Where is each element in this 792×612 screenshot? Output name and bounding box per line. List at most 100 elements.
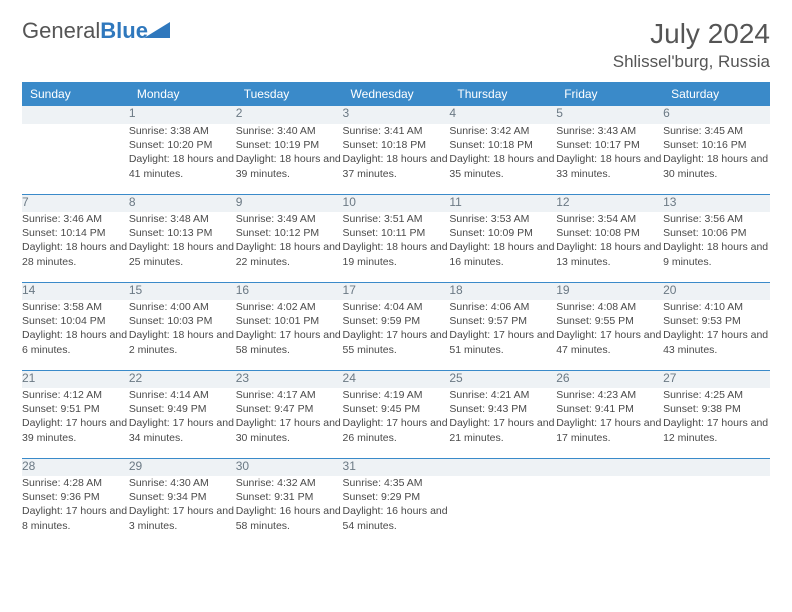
sunset-text: Sunset: 9:49 PM bbox=[129, 402, 236, 416]
day-data-cell: Sunrise: 3:42 AMSunset: 10:18 PMDaylight… bbox=[449, 124, 556, 194]
day-number-cell: 19 bbox=[556, 282, 663, 300]
sunset-text: Sunset: 10:12 PM bbox=[236, 226, 343, 240]
day-number-cell: 9 bbox=[236, 194, 343, 212]
sunrise-text: Sunrise: 4:30 AM bbox=[129, 476, 236, 490]
day-data-cell: Sunrise: 3:38 AMSunset: 10:20 PMDaylight… bbox=[129, 124, 236, 194]
day-number-cell bbox=[556, 458, 663, 476]
sunrise-text: Sunrise: 4:25 AM bbox=[663, 388, 770, 402]
day-data-cell: Sunrise: 3:54 AMSunset: 10:08 PMDaylight… bbox=[556, 212, 663, 282]
sunrise-text: Sunrise: 3:42 AM bbox=[449, 124, 556, 138]
day-number-cell bbox=[663, 458, 770, 476]
day-number-cell: 3 bbox=[343, 106, 450, 124]
sunset-text: Sunset: 9:41 PM bbox=[556, 402, 663, 416]
sunrise-text: Sunrise: 4:28 AM bbox=[22, 476, 129, 490]
sunrise-text: Sunrise: 3:51 AM bbox=[343, 212, 450, 226]
day-data-cell: Sunrise: 4:06 AMSunset: 9:57 PMDaylight:… bbox=[449, 300, 556, 370]
sunrise-text: Sunrise: 3:38 AM bbox=[129, 124, 236, 138]
sunset-text: Sunset: 10:04 PM bbox=[22, 314, 129, 328]
sunset-text: Sunset: 9:59 PM bbox=[343, 314, 450, 328]
day-data-cell: Sunrise: 4:04 AMSunset: 9:59 PMDaylight:… bbox=[343, 300, 450, 370]
day-number-row: 21222324252627 bbox=[22, 370, 770, 388]
day-number-cell: 6 bbox=[663, 106, 770, 124]
day-header: Sunday bbox=[22, 82, 129, 106]
day-data-row: Sunrise: 3:46 AMSunset: 10:14 PMDaylight… bbox=[22, 212, 770, 282]
sunset-text: Sunset: 10:18 PM bbox=[343, 138, 450, 152]
daylight-text: Daylight: 16 hours and 58 minutes. bbox=[236, 504, 343, 532]
day-data-cell bbox=[449, 476, 556, 546]
sunrise-text: Sunrise: 3:53 AM bbox=[449, 212, 556, 226]
sunset-text: Sunset: 10:19 PM bbox=[236, 138, 343, 152]
sunset-text: Sunset: 9:34 PM bbox=[129, 490, 236, 504]
day-data-row: Sunrise: 3:58 AMSunset: 10:04 PM Daylight… bbox=[22, 300, 770, 370]
logo-word2: Blue bbox=[100, 18, 148, 43]
day-number-cell: 21 bbox=[22, 370, 129, 388]
sunrise-text: Sunrise: 3:48 AM bbox=[129, 212, 236, 226]
day-data-cell bbox=[663, 476, 770, 546]
day-number-cell: 15 bbox=[129, 282, 236, 300]
daylight-text: Daylight: 18 hours and 30 minutes. bbox=[663, 152, 770, 180]
day-number-cell: 17 bbox=[343, 282, 450, 300]
day-number-cell: 5 bbox=[556, 106, 663, 124]
daylight-text: Daylight: 16 hours and 54 minutes. bbox=[343, 504, 450, 532]
day-number-cell: 24 bbox=[343, 370, 450, 388]
day-data-row: Sunrise: 4:12 AMSunset: 9:51 PMDaylight:… bbox=[22, 388, 770, 458]
day-data-cell: Sunrise: 4:19 AMSunset: 9:45 PMDaylight:… bbox=[343, 388, 450, 458]
day-data-cell: Sunrise: 3:51 AMSunset: 10:11 PMDaylight… bbox=[343, 212, 450, 282]
day-data-cell: Sunrise: 4:28 AMSunset: 9:36 PMDaylight:… bbox=[22, 476, 129, 546]
day-number-cell: 8 bbox=[129, 194, 236, 212]
day-number-cell: 11 bbox=[449, 194, 556, 212]
sunrise-text: Sunrise: 4:02 AM bbox=[236, 300, 343, 314]
calendar-body: 123456Sunrise: 3:38 AMSunset: 10:20 PMDa… bbox=[22, 106, 770, 546]
day-number-cell: 31 bbox=[343, 458, 450, 476]
day-data-row: Sunrise: 4:28 AMSunset: 9:36 PMDaylight:… bbox=[22, 476, 770, 546]
day-data-cell: Sunrise: 4:32 AMSunset: 9:31 PMDaylight:… bbox=[236, 476, 343, 546]
daylight-text: Daylight: 18 hours and 9 minutes. bbox=[663, 240, 770, 268]
day-number-cell: 2 bbox=[236, 106, 343, 124]
sunrise-text: Sunrise: 4:19 AM bbox=[343, 388, 450, 402]
sunset-text: Sunset: 10:18 PM bbox=[449, 138, 556, 152]
sunset-text: Sunset: 9:43 PM bbox=[449, 402, 556, 416]
day-data-cell: Sunrise: 3:45 AMSunset: 10:16 PMDaylight… bbox=[663, 124, 770, 194]
day-data-cell: Sunrise: 3:49 AMSunset: 10:12 PMDaylight… bbox=[236, 212, 343, 282]
sunset-text: Sunset: 10:06 PM bbox=[663, 226, 770, 240]
sunset-text: Sunset: 9:57 PM bbox=[449, 314, 556, 328]
day-number-cell: 13 bbox=[663, 194, 770, 212]
day-number-row: 123456 bbox=[22, 106, 770, 124]
sunrise-text: Sunrise: 4:21 AM bbox=[449, 388, 556, 402]
daylight-text: Daylight: 18 hours and 19 minutes. bbox=[343, 240, 450, 268]
day-number-cell: 14 bbox=[22, 282, 129, 300]
daylight-text: Daylight: 17 hours and 26 minutes. bbox=[343, 416, 450, 444]
day-data-cell: Sunrise: 3:48 AMSunset: 10:13 PMDaylight… bbox=[129, 212, 236, 282]
day-data-cell: Sunrise: 4:14 AMSunset: 9:49 PMDaylight:… bbox=[129, 388, 236, 458]
day-number-cell: 1 bbox=[129, 106, 236, 124]
day-number-cell: 25 bbox=[449, 370, 556, 388]
sunrise-text: Sunrise: 4:17 AM bbox=[236, 388, 343, 402]
day-header: Wednesday bbox=[343, 82, 450, 106]
sunrise-text: Sunrise: 4:32 AM bbox=[236, 476, 343, 490]
day-data-cell bbox=[22, 124, 129, 194]
sunrise-text: Sunrise: 4:10 AM bbox=[663, 300, 770, 314]
day-number-cell: 10 bbox=[343, 194, 450, 212]
sunset-text: Sunset: 10:08 PM bbox=[556, 226, 663, 240]
sunset-text: Sunset: 10:13 PM bbox=[129, 226, 236, 240]
daylight-text: Daylight: 18 hours and 37 minutes. bbox=[343, 152, 450, 180]
sunset-text: Sunset: 10:14 PM bbox=[22, 226, 129, 240]
daylight-text: Daylight: 18 hours and 28 minutes. bbox=[22, 240, 129, 268]
day-number-cell: 4 bbox=[449, 106, 556, 124]
sunset-text: Sunset: 9:29 PM bbox=[343, 490, 450, 504]
sunrise-text: Sunrise: 3:56 AM bbox=[663, 212, 770, 226]
daylight-text: Daylight: 17 hours and 58 minutes. bbox=[236, 328, 343, 356]
daylight-text: Daylight: 17 hours and 47 minutes. bbox=[556, 328, 663, 356]
day-number-cell: 29 bbox=[129, 458, 236, 476]
day-header: Saturday bbox=[663, 82, 770, 106]
daylight-text: Daylight: 17 hours and 34 minutes. bbox=[129, 416, 236, 444]
sunset-text: Sunset: 10:09 PM bbox=[449, 226, 556, 240]
sunrise-text: Sunrise: 4:12 AM bbox=[22, 388, 129, 402]
daylight-text: Daylight: 18 hours and 25 minutes. bbox=[129, 240, 236, 268]
sunrise-text: Sunrise: 3:58 AM bbox=[22, 300, 129, 314]
daylight-text: Daylight: 17 hours and 43 minutes. bbox=[663, 328, 770, 356]
sunrise-text: Sunrise: 4:00 AM bbox=[129, 300, 236, 314]
day-data-cell: Sunrise: 4:17 AMSunset: 9:47 PMDaylight:… bbox=[236, 388, 343, 458]
daylight-text: Daylight: 18 hours and 16 minutes. bbox=[449, 240, 556, 268]
day-data-cell: Sunrise: 4:10 AMSunset: 9:53 PMDaylight:… bbox=[663, 300, 770, 370]
